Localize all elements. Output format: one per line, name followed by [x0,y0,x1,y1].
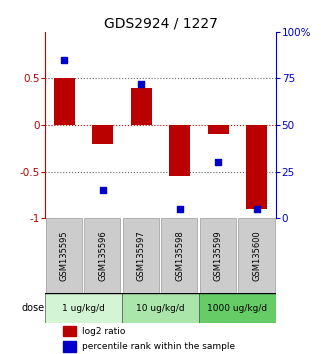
Bar [199,293,276,324]
Bar [238,218,274,293]
Point [62,57,67,63]
Text: log2 ratio: log2 ratio [82,327,125,336]
Text: 10 ug/kg/d: 10 ug/kg/d [136,304,185,313]
Text: GSM135595: GSM135595 [60,230,69,281]
Bar [64,341,76,352]
Bar [122,293,199,324]
Bar [45,293,122,324]
Point [216,160,221,165]
Bar [131,88,152,125]
Bar [54,79,75,125]
Point [139,81,144,87]
Point [100,188,105,193]
Text: GSM135597: GSM135597 [137,230,146,281]
Text: percentile rank within the sample: percentile rank within the sample [82,342,235,351]
Bar [208,125,229,135]
Bar [92,125,113,144]
Text: GSM135596: GSM135596 [98,230,107,281]
Text: 1000 ug/kg/d: 1000 ug/kg/d [207,304,268,313]
Text: GSM135598: GSM135598 [175,230,184,281]
Bar [123,218,159,293]
Text: 1 ug/kg/d: 1 ug/kg/d [62,304,105,313]
Bar [84,218,120,293]
Bar [246,125,267,209]
Point [177,206,182,212]
Bar [64,326,76,336]
Bar [169,125,190,176]
Bar [200,218,236,293]
Title: GDS2924 / 1227: GDS2924 / 1227 [104,17,217,31]
Bar [46,218,82,293]
Text: GSM135600: GSM135600 [252,230,261,281]
Text: dose: dose [22,303,45,313]
Bar [161,218,197,293]
Text: GSM135599: GSM135599 [214,230,223,281]
Point [254,206,259,212]
